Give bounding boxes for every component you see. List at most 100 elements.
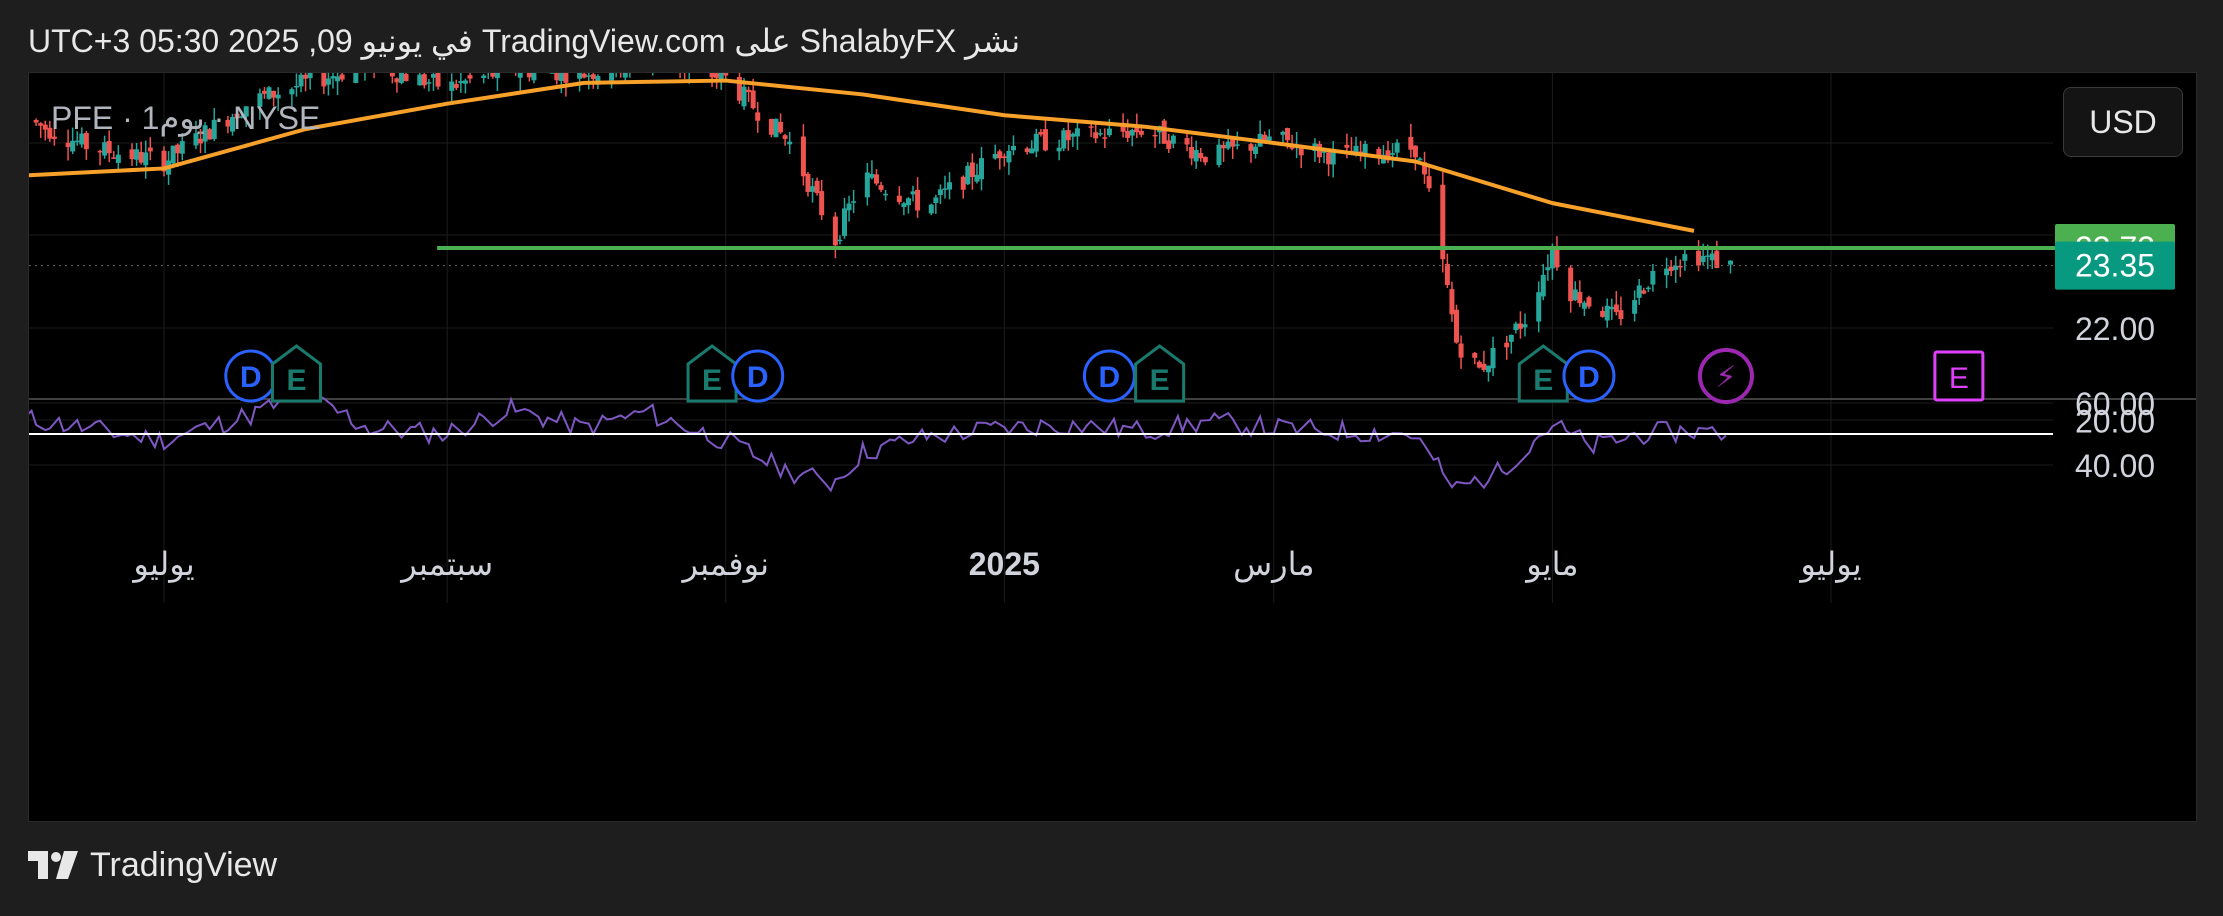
candle-body (1577, 292, 1583, 304)
candle-body (1440, 184, 1446, 260)
candle-body (494, 73, 500, 79)
dividend-event-label: D (747, 361, 769, 394)
candle-body (1545, 267, 1551, 271)
candle-body (175, 144, 181, 154)
candle-body (558, 73, 564, 82)
candle-body (1536, 292, 1542, 322)
candle-body (1198, 153, 1204, 159)
candle-body (1202, 156, 1208, 163)
candle-body (225, 119, 231, 127)
candle-body (609, 73, 615, 82)
candle-body (1102, 137, 1108, 139)
candle-body (230, 117, 236, 132)
moving-average-line (29, 78, 1695, 233)
candle-body (1481, 363, 1487, 370)
candle-body (129, 149, 135, 160)
tradingview-logo[interactable]: TradingView (28, 846, 277, 885)
x-tick-label: مايو (1524, 546, 1578, 583)
candle-body (293, 85, 299, 88)
candle-body (1125, 130, 1131, 138)
candle-body (878, 185, 884, 190)
candle-body (38, 123, 44, 126)
publish-header: نشر ShalabyFX على TradingView.com في يون… (28, 23, 1021, 59)
candle-body (257, 93, 263, 107)
candle-body (211, 119, 217, 140)
candle-body (33, 119, 39, 123)
candle-body (1444, 263, 1450, 286)
candle-body (1668, 266, 1674, 271)
candle-body (787, 141, 793, 145)
candle-body (1700, 255, 1706, 263)
rsi-line (29, 388, 1727, 493)
chart-area[interactable]: 23.7323.3526.0022.0020.0060.0040.00DEEDD… (28, 72, 2197, 822)
candle-body (207, 129, 213, 140)
candle-body (1513, 323, 1519, 331)
candle-body (1280, 131, 1286, 135)
candle-body (883, 193, 889, 196)
candle-body (1120, 124, 1126, 132)
currency-button[interactable]: USD (2063, 87, 2183, 157)
candle-body (1709, 253, 1715, 261)
candle-body (261, 90, 267, 94)
candle-body (563, 73, 569, 83)
candle-body (1604, 305, 1610, 321)
candle-body (851, 201, 857, 203)
candle-body (1517, 323, 1523, 329)
candle-body (1613, 304, 1619, 312)
candle-body (335, 76, 341, 82)
candle-body (1216, 144, 1222, 165)
x-tick-label: نوفمبر (680, 546, 769, 583)
candle-body (243, 106, 249, 117)
candle-body (1641, 290, 1647, 294)
candle-body (531, 73, 537, 81)
price-chart-svg[interactable]: 23.7323.3526.0022.0020.0060.0040.00DEEDD… (29, 73, 2196, 821)
candle-body (1326, 152, 1332, 165)
candle-body (97, 150, 103, 153)
candle-body (1522, 324, 1528, 328)
candle-body (805, 173, 811, 192)
candle-body (198, 138, 204, 144)
candle-body (1093, 132, 1099, 139)
candle-body (239, 116, 245, 118)
candle-body (586, 75, 592, 77)
candle-body (1221, 144, 1227, 149)
candle-body (1184, 138, 1190, 145)
candle-body (622, 73, 628, 78)
candle-body (979, 158, 985, 180)
candle-body (800, 136, 806, 177)
candle-body (1422, 162, 1428, 175)
candle-body (74, 140, 80, 143)
candle-body (1677, 265, 1683, 268)
candle-body (896, 195, 902, 203)
candle-body (526, 73, 532, 78)
candle-body (79, 133, 85, 145)
candle-body (1728, 260, 1734, 265)
candle-body (1664, 268, 1670, 276)
candle-body (1586, 297, 1592, 307)
candle-body (873, 174, 879, 184)
candle-body (1189, 147, 1195, 159)
last-price-tag-bg (2055, 241, 2175, 290)
candle-body (83, 133, 89, 150)
candle-body (1065, 130, 1071, 141)
candle-body (1298, 145, 1304, 156)
candle-body (1696, 250, 1702, 266)
tradingview-logo-icon (28, 850, 78, 879)
candle-body (1394, 142, 1400, 153)
candle-body (960, 176, 966, 190)
candle-body (330, 76, 336, 79)
candle-body (746, 89, 752, 93)
candle-body (997, 151, 1003, 159)
candle-body (1262, 134, 1268, 141)
candle-body (111, 157, 117, 159)
candle-body (1549, 248, 1555, 269)
candle-body (106, 141, 112, 154)
candle-body (1412, 145, 1418, 158)
candle-body (430, 74, 436, 78)
candle-body (819, 191, 825, 216)
split-event-icon (1697, 348, 1754, 404)
earnings-event-label: E (286, 364, 306, 397)
candle-body (1449, 289, 1455, 315)
candle-body (1362, 143, 1368, 157)
earnings-event-label: E (1533, 364, 1553, 397)
